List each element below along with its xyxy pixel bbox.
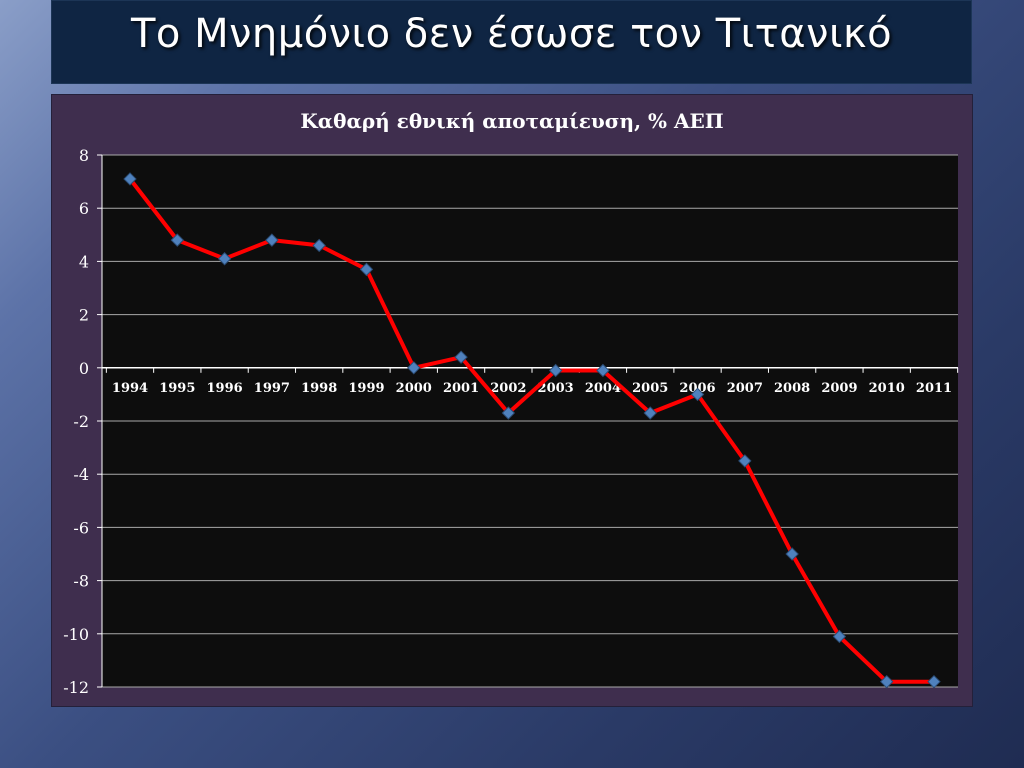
x-tick-label: 1999 (348, 381, 384, 396)
data-point-1997 (265, 233, 279, 247)
data-point-1999 (359, 262, 374, 277)
data-point-2010 (879, 674, 894, 689)
data-point-2011 (927, 674, 941, 689)
data-point-1996 (217, 252, 232, 266)
x-tick-label: 2001 (443, 381, 479, 396)
data-point-1995 (170, 233, 185, 247)
data-point-2009 (832, 629, 847, 644)
chart-title: Καθαρή εθνική αποταμίευση, % ΑΕΠ (300, 109, 723, 133)
x-tick-label: 2008 (774, 381, 810, 396)
y-tick-label: -8 (73, 572, 89, 591)
data-point-1994 (123, 172, 137, 186)
y-tick-label: 2 (79, 306, 89, 325)
slide-title: Το Μνημόνιο δεν έσωσε τον Τιτανικό (130, 11, 893, 57)
y-tick-label: -10 (63, 625, 89, 644)
y-tick-label: -2 (73, 412, 89, 431)
slide-title-bar: Το Μνημόνιο δεν έσωσε τον Τιτανικό (51, 0, 972, 84)
gridlines (102, 154, 958, 688)
x-tick-label: 2004 (585, 381, 621, 396)
x-tick-label: 1997 (254, 381, 290, 396)
x-tick-label: 1995 (159, 381, 195, 396)
data-point-2008 (785, 547, 799, 561)
x-tick-label: 2000 (396, 381, 432, 396)
x-tick-label: 2005 (632, 381, 668, 396)
y-axis: 8 6 4 2 0 -2 -4 -6 -8 -10 -12 (63, 146, 103, 697)
data-point-2002 (501, 406, 516, 420)
x-tick-label: 2011 (916, 381, 952, 396)
y-tick-label: -6 (73, 518, 89, 537)
series-line (128, 176, 936, 684)
data-point-2003 (548, 363, 563, 378)
data-point-1998 (312, 238, 326, 253)
data-point-2007 (738, 454, 752, 468)
series-polyline (128, 176, 936, 684)
x-tick-label: 2010 (869, 381, 905, 396)
x-tick-label: 1998 (301, 381, 337, 396)
chart-frame: Καθαρή εθνική αποταμίευση, % ΑΕΠ 8 6 4 2 0 -2… (51, 94, 973, 707)
x-tick-label: 2003 (538, 381, 574, 396)
x-tick-label: 1994 (112, 381, 148, 396)
data-point-2004 (596, 363, 610, 378)
y-tick-label: 8 (79, 146, 89, 165)
x-tick-label: 2009 (821, 381, 857, 396)
data-point-2001 (454, 350, 468, 364)
x-axis: 1994 1995 1996 1997 1998 1999 2000 2001 2002 2003… (102, 367, 959, 396)
x-tick-label: 2002 (490, 381, 526, 396)
x-tick-label: 2007 (727, 381, 763, 396)
y-tick-label: 0 (79, 359, 89, 378)
data-point-2000 (407, 361, 421, 375)
line-chart: Καθαρή εθνική αποταμίευση, % ΑΕΠ 8 6 4 2 0 -2… (63, 109, 959, 697)
data-point-2005 (643, 406, 657, 420)
series-markers (123, 172, 941, 689)
data-point-2006 (690, 387, 705, 402)
y-tick-label: -12 (63, 678, 89, 697)
x-tick-label: 1996 (206, 381, 242, 396)
y-tick-label: 6 (79, 199, 89, 218)
y-tick-label: 4 (79, 252, 89, 271)
y-tick-label: -4 (73, 465, 89, 484)
